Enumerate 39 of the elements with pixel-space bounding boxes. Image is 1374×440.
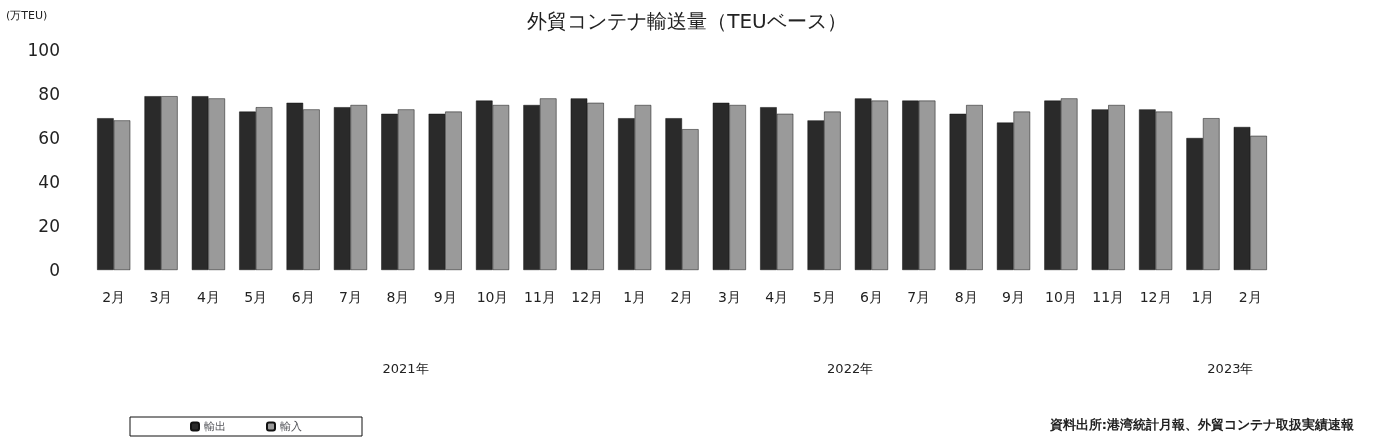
text: 2023年: [1207, 361, 1254, 376]
x-tick-label: 8月: [386, 289, 410, 305]
x-tick-label: 2月: [670, 289, 694, 305]
x-tick-label: 10月: [476, 289, 509, 305]
x-tick-label: 2月: [1238, 289, 1262, 305]
legend-label: 輸出: [204, 420, 226, 433]
y-axis-title: (万TEU): [6, 9, 48, 22]
y-tick-label: 40: [38, 172, 60, 192]
text: 2022年: [827, 361, 874, 376]
y-tick-label: 20: [38, 216, 60, 236]
x-tick-label: 6月: [859, 289, 883, 305]
x-tick-label: 9月: [1002, 289, 1025, 305]
x-tick-label: 4月: [196, 289, 220, 305]
y-tick-label: 80: [38, 84, 60, 104]
x-tick-label: 12月: [1139, 289, 1172, 305]
x-tick-label: 1月: [623, 289, 647, 305]
text: 資料出所:港湾統計月報、外貿コンテナ取扱実績速報: [1048, 417, 1355, 432]
legend-label: 輸入: [280, 420, 302, 433]
x-tick-label: 7月: [339, 289, 362, 305]
x-tick-label: 1月: [1191, 289, 1215, 305]
x-tick-label: 9月: [433, 289, 457, 305]
x-tick-label: 5月: [812, 289, 836, 305]
chart-title: 外貿コンテナ輸送量（TEUベース）: [527, 9, 847, 33]
x-tick-label: 8月: [954, 289, 978, 305]
x-tick-label: 10月: [1044, 289, 1077, 305]
y-tick-label: 60: [38, 128, 60, 148]
y-tick-label: 0: [49, 260, 60, 280]
x-tick-label: 11月: [1092, 289, 1125, 305]
x-tick-label: 12月: [571, 289, 604, 305]
x-tick-label: 2月: [102, 289, 126, 305]
x-tick-label: 3月: [149, 289, 173, 305]
x-tick-label: 3月: [717, 289, 741, 305]
x-tick-label: 4月: [765, 289, 789, 305]
x-tick-label: 6月: [291, 289, 315, 305]
text: 2021年: [382, 361, 429, 376]
x-tick-label: 7月: [907, 289, 931, 305]
y-tick-label: 100: [27, 40, 60, 60]
x-tick-label: 5月: [244, 289, 268, 305]
x-tick-label: 11月: [524, 289, 556, 305]
